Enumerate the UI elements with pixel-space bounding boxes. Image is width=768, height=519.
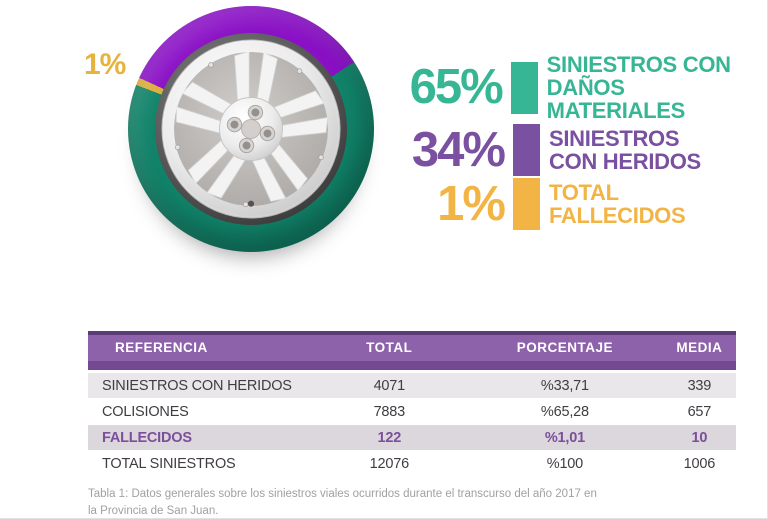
- table-header-row: REFERENCIA TOTAL PORCENTAJE MEDIA: [88, 331, 736, 370]
- col-header-porcentaje: PORCENTAJE: [516, 339, 614, 355]
- cell-referencia: FALLECIDOS: [102, 429, 192, 446]
- legend-label-line2: DAÑOS MATERIALES: [546, 75, 686, 124]
- table-row: SINIESTROS CON HERIDOS 4071 %33,71 339: [88, 373, 736, 398]
- legend-label-line1: TOTAL: [549, 180, 619, 206]
- cell-porcentaje: %1,01: [544, 429, 585, 446]
- table-row: COLISIONES 7883 %65,28 657: [88, 399, 736, 424]
- legend-color-swatch: [513, 178, 540, 231]
- legend-label-line2: FALLECIDOS: [549, 203, 686, 229]
- legend-label-line1: SINIESTROS CON: [546, 52, 731, 77]
- legend-label-line2: CON HERIDOS: [549, 149, 701, 175]
- chart-legend: 65% SINIESTROS CON DAÑOS MATERIALES 34% …: [396, 53, 764, 232]
- pie-callout-1pct: 1%: [84, 48, 126, 81]
- col-header-referencia: REFERENCIA: [115, 339, 208, 355]
- cell-referencia: TOTAL SINIESTROS: [102, 455, 236, 472]
- cell-total: 12076: [369, 455, 410, 472]
- cell-porcentaje: %65,28: [540, 403, 589, 420]
- table-caption: Tabla 1: Datos generales sobre los sinie…: [88, 486, 708, 518]
- cell-total: 4071: [373, 377, 406, 394]
- cell-media: 10: [691, 429, 708, 446]
- tire-pie-chart: 1%: [0, 0, 400, 270]
- legend-percentage: 65%: [409, 60, 504, 115]
- legend-label-line1: SINIESTROS: [549, 126, 680, 152]
- caption-line2: la Provincia de San Juan.: [88, 505, 219, 518]
- wheel-rim-lip: [164, 42, 338, 216]
- legend-color-swatch: [513, 124, 540, 177]
- cell-media: 1006: [683, 455, 716, 472]
- rim-rivets: [174, 62, 324, 208]
- valve-stem: [247, 200, 255, 207]
- cell-total: 7883: [373, 403, 406, 420]
- data-table: REFERENCIA TOTAL PORCENTAJE MEDIA SINIES…: [88, 331, 736, 477]
- col-header-total: TOTAL: [366, 339, 413, 355]
- cell-referencia: COLISIONES: [102, 403, 189, 420]
- legend-label: SINIESTROS CON DAÑOS MATERIALES: [547, 53, 764, 122]
- tire-donut: [128, 6, 374, 252]
- cell-porcentaje: %100: [546, 455, 584, 472]
- cell-referencia: SINIESTROS CON HERIDOS: [102, 377, 292, 394]
- cell-total: 122: [377, 429, 402, 446]
- lug-nuts: [226, 104, 276, 154]
- table-row: FALLECIDOS 122 %1,01 10: [88, 425, 736, 450]
- center-cap: [241, 119, 261, 139]
- alloy-wheel-image: [161, 39, 341, 219]
- cell-media: 339: [687, 377, 712, 394]
- legend-item: 34% SINIESTROS CON HERIDOS: [396, 122, 764, 177]
- legend-percentage: 34%: [411, 122, 506, 177]
- legend-item: 65% SINIESTROS CON DAÑOS MATERIALES: [396, 53, 764, 122]
- table-body: SINIESTROS CON HERIDOS 4071 %33,71 339 C…: [88, 373, 736, 476]
- cell-media: 657: [687, 403, 712, 420]
- caption-line1: Tabla 1: Datos generales sobre los sinie…: [88, 488, 597, 500]
- legend-label: SINIESTROS CON HERIDOS: [549, 127, 701, 173]
- legend-color-swatch: [510, 61, 538, 114]
- legend-percentage: 1%: [437, 176, 506, 231]
- legend-item: 1% TOTAL FALLECIDOS: [396, 176, 764, 231]
- cell-porcentaje: %33,71: [540, 377, 589, 394]
- table-row: TOTAL SINIESTROS 12076 %100 1006: [88, 451, 736, 476]
- legend-label: TOTAL FALLECIDOS: [549, 180, 686, 229]
- col-header-media: MEDIA: [676, 339, 723, 355]
